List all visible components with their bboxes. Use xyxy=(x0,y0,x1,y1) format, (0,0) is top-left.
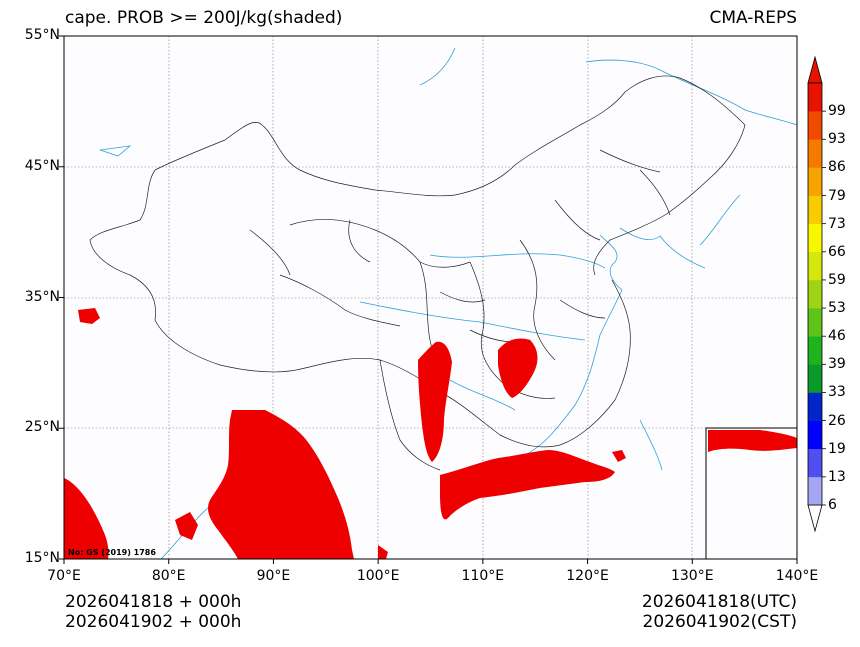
colorbar-segment xyxy=(808,392,822,421)
lat-label: 25°N xyxy=(24,419,60,436)
lon-label: 100°E xyxy=(356,568,400,584)
colorbar-under-arrow xyxy=(807,504,823,533)
colorbar-segment xyxy=(808,448,822,478)
inset-shading xyxy=(708,430,797,452)
colorbar-segment xyxy=(808,195,822,224)
colorbar xyxy=(807,55,826,533)
colorbar-segment xyxy=(808,279,822,309)
colorbar-label: 79 xyxy=(828,187,846,204)
colorbar-label: 6 xyxy=(828,497,837,513)
colorbar-frame xyxy=(807,82,823,506)
time-zone-info: 2026041818(UTC) 2026041902(CST) xyxy=(642,592,797,632)
colorbar-segment xyxy=(808,139,822,168)
colorbar-segment xyxy=(808,223,822,253)
colorbar-label: 99 xyxy=(828,103,846,120)
colorbar-segment xyxy=(808,308,822,337)
utc-time: 2026041818(UTC) xyxy=(641,592,797,612)
colorbar-segment xyxy=(808,336,822,365)
map-background xyxy=(64,36,797,559)
lon-label: 90°E xyxy=(256,568,291,584)
map-approval-note: No: GS (2019) 1786 xyxy=(68,548,156,557)
colorbar-label: 33 xyxy=(828,384,846,401)
coastlines xyxy=(99,47,797,559)
lat-label: 55°N xyxy=(24,27,60,43)
colorbar-over-arrow xyxy=(807,55,823,84)
colorbar-segment xyxy=(808,364,822,393)
colorbar-label: 73 xyxy=(828,215,846,232)
lat-label: 45°N xyxy=(24,157,60,174)
cst-time: 2026041902(CST) xyxy=(642,612,797,632)
colorbar-label: 26 xyxy=(828,412,846,429)
colorbar-label: 39 xyxy=(828,356,846,373)
probability-shading xyxy=(64,308,626,559)
lat-label: 15°N xyxy=(24,550,60,566)
colorbar-label: 66 xyxy=(828,243,846,260)
axis-ticks xyxy=(59,35,798,564)
colorbar-label: 13 xyxy=(828,468,846,485)
lon-label: 80°E xyxy=(151,568,186,584)
colorbar-label: 59 xyxy=(828,271,846,288)
colorbar-segment xyxy=(808,111,822,140)
colorbar-segment xyxy=(808,83,822,112)
lon-label: 140°E xyxy=(775,568,819,584)
map-title: cape. PROB >= 200J/kg(shaded) xyxy=(65,8,343,28)
colorbar-segment xyxy=(808,251,822,281)
lon-label: 120°E xyxy=(566,568,609,584)
colorbar-label: 53 xyxy=(828,300,846,317)
colorbar-label: 93 xyxy=(828,131,846,148)
colorbar-label: 19 xyxy=(828,440,846,457)
lon-label: 70°E xyxy=(47,568,81,584)
lon-label: 110°E xyxy=(461,568,505,584)
colorbar-label: 86 xyxy=(828,159,846,176)
lat-label: 35°N xyxy=(24,288,60,305)
forecast-time-info: 2026041818 + 000h 2026041902 + 000h xyxy=(65,592,241,632)
init-time-line: 2026041818 + 000h xyxy=(65,592,242,612)
colorbar-segment xyxy=(808,420,822,450)
colorbar-label: 46 xyxy=(828,328,846,345)
model-name: CMA-REPS xyxy=(709,8,797,28)
lon-label: 130°E xyxy=(670,568,714,584)
colorbar-segment xyxy=(808,167,822,196)
colorbar-segment xyxy=(808,476,822,506)
valid-time-line: 2026041902 + 000h xyxy=(65,612,242,632)
